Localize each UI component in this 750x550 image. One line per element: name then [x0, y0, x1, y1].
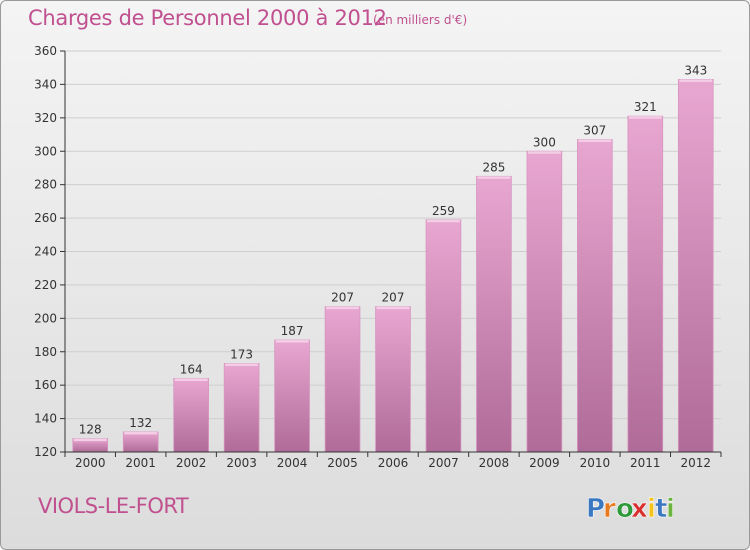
- bar-highlight: [477, 176, 511, 179]
- bar-highlight: [376, 306, 410, 310]
- data-label: 307: [583, 124, 606, 138]
- logo-letter: t: [655, 494, 667, 524]
- data-label: 164: [180, 362, 203, 376]
- x-tick-label: 2006: [378, 456, 409, 470]
- y-tick-label: 240: [34, 245, 57, 259]
- chart-unit-subtitle: (en milliers d'€): [373, 13, 468, 27]
- x-tick-label: 2003: [226, 456, 257, 470]
- data-label: 343: [684, 63, 707, 77]
- bar-2008: [476, 175, 512, 453]
- data-label: 259: [432, 204, 455, 218]
- data-label: 128: [79, 423, 102, 437]
- data-label: 187: [281, 324, 304, 338]
- x-tick-label: 2010: [580, 456, 611, 470]
- bar-2011: [627, 115, 664, 453]
- y-tick-label: 340: [34, 77, 57, 91]
- bar-highlight: [225, 363, 259, 366]
- data-label: 207: [331, 291, 354, 305]
- bar-highlight: [679, 79, 713, 82]
- bar-highlight: [124, 431, 158, 435]
- x-tick-label: 2011: [630, 456, 661, 470]
- bar-highlight: [275, 340, 309, 343]
- x-tick-label: 2008: [479, 456, 510, 470]
- y-tick-label: 140: [34, 412, 57, 426]
- bar-highlight: [326, 306, 359, 310]
- chart-title: Charges de Personnel 2000 à 2012: [28, 6, 387, 30]
- bars: [72, 79, 714, 453]
- x-tick-label: 2001: [125, 456, 156, 470]
- bar-highlight: [174, 378, 208, 381]
- y-tick-label: 220: [34, 278, 57, 292]
- proxiti-logo-graphic: Pr ox i ti: [586, 494, 676, 525]
- bar-2007: [425, 219, 462, 453]
- logo-letter: r: [603, 494, 616, 524]
- x-tick-label: 2004: [277, 456, 308, 470]
- x-tick-labels: 2000 2001 2002 2003 2004 2005 2006 2007 2008 2009…: [75, 456, 711, 470]
- bar-2012: [677, 79, 714, 453]
- bar-highlight: [527, 151, 561, 154]
- bar-2010: [577, 139, 613, 453]
- logo-letter: P: [586, 494, 605, 524]
- y-tick-labels: 120 140 160 180 200 220 240 260 280 300 320 340 360: [34, 44, 57, 459]
- bar-highlight: [578, 139, 612, 143]
- bar-2009: [526, 150, 563, 453]
- axes: [60, 50, 722, 457]
- logo-letter: i: [666, 494, 675, 524]
- bar-2002: [173, 378, 209, 453]
- y-tick-label: 260: [34, 211, 57, 225]
- logo-letter: o: [616, 494, 634, 524]
- x-tick-label: 2012: [680, 456, 711, 470]
- bar-highlight: [427, 219, 460, 223]
- x-tick-label: 2009: [529, 456, 560, 470]
- x-tick-label: 2000: [75, 456, 106, 470]
- data-label: 300: [533, 135, 556, 149]
- x-tick-label: 2002: [176, 456, 207, 470]
- data-label: 207: [382, 291, 405, 305]
- y-tick-label: 180: [34, 345, 57, 359]
- x-tick-label: 2007: [428, 456, 459, 470]
- bar-2004: [274, 339, 310, 453]
- data-label: 173: [230, 347, 253, 361]
- data-label: 321: [634, 100, 657, 114]
- logo-letter: x: [631, 494, 648, 524]
- data-label: 285: [482, 160, 505, 174]
- bar-highlight: [73, 438, 107, 442]
- x-tick-label: 2005: [327, 456, 358, 470]
- bar-highlight: [628, 116, 662, 119]
- bar-2003: [223, 363, 260, 453]
- logo-letter: i: [647, 494, 656, 524]
- y-tick-label: 200: [34, 311, 57, 325]
- bar-2001: [122, 431, 159, 453]
- bar-2006: [375, 306, 411, 453]
- commune-name: VIOLS-LE-FORT: [38, 494, 189, 518]
- bar-2005: [324, 306, 361, 453]
- y-tick-label: 300: [34, 144, 57, 158]
- y-tick-label: 120: [34, 445, 57, 459]
- y-tick-label: 280: [34, 178, 57, 192]
- data-labels: 128 132 164 173 187 207 207 259 285 300 307 321 343: [79, 63, 707, 436]
- y-tick-label: 360: [34, 44, 57, 58]
- data-label: 132: [129, 416, 152, 430]
- y-tick-label: 160: [34, 378, 57, 392]
- y-tick-label: 320: [34, 111, 57, 125]
